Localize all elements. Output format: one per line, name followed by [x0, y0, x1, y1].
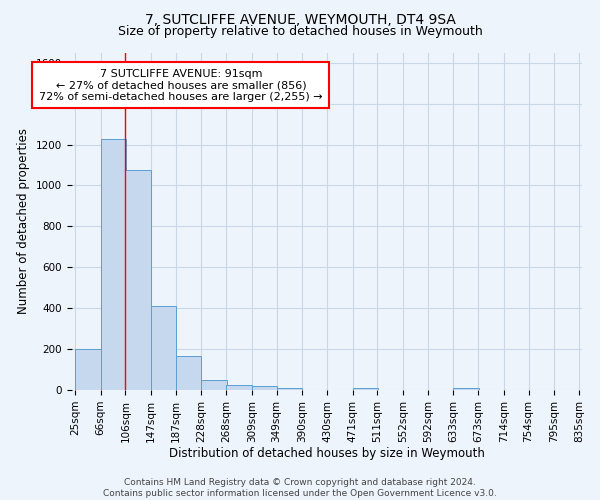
Bar	[75, 349, 101, 390]
Bar	[151, 306, 176, 390]
Bar	[125, 170, 151, 390]
Y-axis label: Number of detached properties: Number of detached properties	[17, 128, 31, 314]
X-axis label: Distribution of detached houses by size in Weymouth: Distribution of detached houses by size …	[169, 448, 485, 460]
Bar	[353, 388, 378, 390]
Text: Size of property relative to detached houses in Weymouth: Size of property relative to detached ho…	[118, 25, 482, 38]
Bar	[252, 386, 277, 390]
Bar	[202, 380, 227, 390]
Bar	[176, 356, 202, 390]
Bar	[453, 388, 479, 390]
Text: 7 SUTCLIFFE AVENUE: 91sqm
← 27% of detached houses are smaller (856)
72% of semi: 7 SUTCLIFFE AVENUE: 91sqm ← 27% of detac…	[39, 68, 323, 102]
Text: 7, SUTCLIFFE AVENUE, WEYMOUTH, DT4 9SA: 7, SUTCLIFFE AVENUE, WEYMOUTH, DT4 9SA	[145, 12, 455, 26]
Bar	[277, 388, 302, 390]
Bar	[101, 140, 126, 390]
Text: Contains HM Land Registry data © Crown copyright and database right 2024.
Contai: Contains HM Land Registry data © Crown c…	[103, 478, 497, 498]
Bar	[226, 385, 252, 390]
